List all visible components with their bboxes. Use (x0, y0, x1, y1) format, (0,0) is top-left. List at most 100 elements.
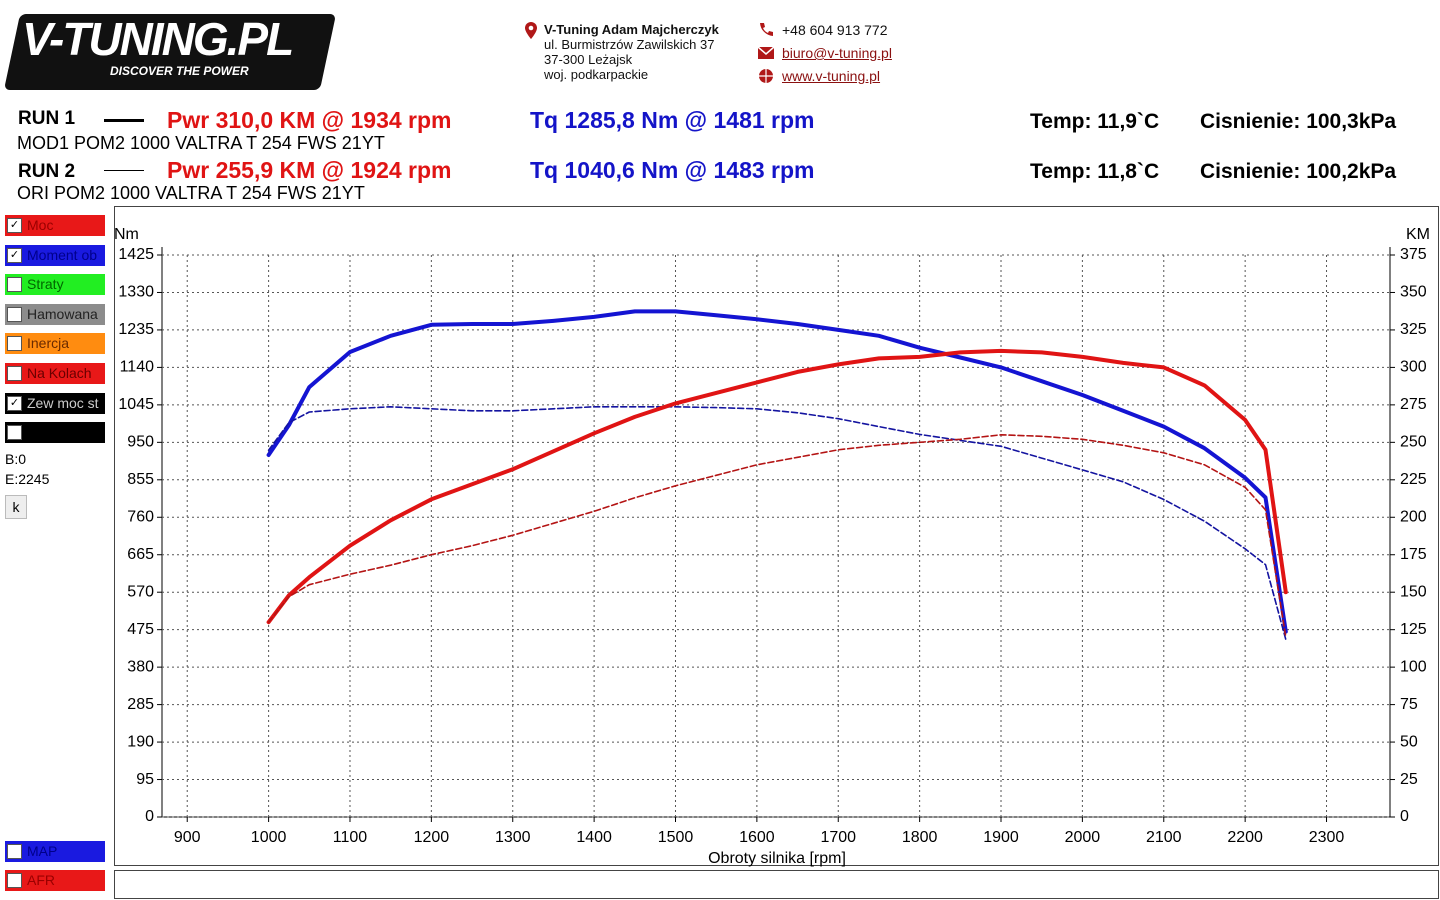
run-label: RUN 1 (18, 108, 76, 129)
series-line (266, 309, 1288, 634)
y2-tick-label: 150 (1400, 583, 1427, 600)
chart-frame (114, 206, 1439, 866)
end-value: E:2245 (5, 471, 50, 487)
series-line (267, 434, 1287, 638)
y-tick-label: 1140 (120, 359, 155, 376)
run-line (104, 170, 144, 171)
run-desc: ORI POM2 1000 VALTRA T 254 FWS 21YT (17, 183, 365, 203)
y2-tick-label: 25 (1400, 771, 1418, 788)
run-power: Pwr 255,9 KM @ 1924 rpm (167, 157, 452, 183)
checkbox[interactable]: ✓ (7, 395, 22, 411)
y-tick-label: 950 (127, 434, 154, 451)
x-tick-label: 1100 (333, 829, 368, 846)
y-tick-label: 855 (127, 471, 154, 488)
checkbox[interactable] (7, 425, 22, 441)
series-toggle[interactable]: Inercja (5, 333, 105, 355)
checkbox[interactable] (7, 306, 22, 322)
phone-icon (760, 23, 773, 36)
y-tick-label: 570 (127, 583, 154, 600)
x-tick-label: 2000 (1065, 829, 1101, 846)
status-bar (114, 870, 1439, 899)
run-torque: Tq 1040,6 Nm @ 1483 rpm (530, 157, 815, 183)
y2-tick-label: 250 (1400, 434, 1427, 451)
y2-tick-label: 300 (1400, 359, 1427, 376)
x-tick-label: 2100 (1146, 829, 1182, 846)
x-tick-label: 1300 (495, 829, 531, 846)
y-tick-label: 0 (145, 808, 154, 825)
series-toggle[interactable]: ✓ Moc (5, 215, 105, 236)
y-tick-label: 760 (127, 508, 154, 525)
run-line (104, 119, 144, 122)
x-tick-label: 1700 (820, 829, 856, 846)
toggle-label: Zew moc st (27, 394, 99, 411)
y-tick-label: 665 (127, 546, 154, 563)
checkbox[interactable]: ✓ (7, 218, 22, 233)
x-tick-label: 2200 (1227, 829, 1263, 846)
series-toggle[interactable]: Straty (5, 274, 105, 296)
checkbox[interactable] (7, 366, 22, 381)
y2-tick-label: 50 (1400, 733, 1418, 750)
x-axis-title: Obroty silnika [rpm] (708, 850, 846, 867)
series-line (266, 348, 1288, 625)
checkbox[interactable]: ✓ (7, 247, 22, 263)
series-line (267, 406, 1287, 641)
mail-icon (757, 46, 775, 59)
x-tick-label: 1800 (902, 829, 938, 846)
checkbox[interactable] (7, 277, 22, 293)
y-tick-label: 95 (136, 771, 154, 788)
toggle-label: AFR (27, 872, 55, 888)
x-tick-label: 1200 (414, 829, 450, 846)
toggle-label: Straty (27, 276, 64, 293)
checkbox[interactable] (7, 336, 22, 352)
y-tick-label: 1330 (118, 284, 154, 301)
k-button[interactable]: k (5, 495, 27, 519)
run-label: RUN 2 (18, 161, 76, 182)
address: ul. Burmistrzów Zawilskich 37 (544, 37, 715, 52)
toggle-label: Hamowana (27, 305, 98, 322)
checkbox[interactable] (7, 873, 22, 888)
toggle-label: MAP (27, 843, 58, 859)
y2-tick-label: 200 (1400, 508, 1427, 525)
y-tick-label: 190 (127, 733, 154, 750)
pin-icon (525, 22, 537, 39)
series-toggle[interactable]: MAP (5, 841, 105, 862)
y-tick-label: 1425 (118, 246, 154, 263)
run-power: Pwr 310,0 KM @ 1934 rpm (167, 107, 452, 133)
run-temp: Temp: 11,8`C (1030, 160, 1160, 183)
checkbox[interactable] (7, 844, 22, 859)
y2-tick-label: 225 (1400, 471, 1427, 488)
y-tick-label: 475 (127, 621, 154, 638)
email[interactable]: biuro@v-tuning.pl (782, 45, 892, 61)
y2-tick-label: 75 (1400, 696, 1418, 713)
address: woj. podkarpackie (544, 67, 649, 82)
toggle-label: Moment ob (27, 246, 98, 263)
x-tick-label: 1000 (251, 829, 287, 846)
series-toggle[interactable]: Hamowana (5, 303, 105, 325)
x-tick-label: 1400 (576, 829, 612, 846)
y-tick-label: 285 (127, 696, 154, 713)
run-pressure: Cisnienie: 100,2kPa (1200, 160, 1397, 183)
phone: +48 604 913 772 (782, 22, 888, 38)
y-tick-label: 1045 (118, 396, 154, 413)
series-toggle[interactable]: ✓ Moment ob (5, 244, 105, 266)
y-tick-label: 1235 (118, 321, 154, 338)
y2-tick-label: 100 (1400, 658, 1427, 675)
x-tick-label: 2300 (1309, 829, 1345, 846)
tagline: DISCOVER THE POWER (110, 64, 249, 78)
web[interactable]: www.v-tuning.pl (782, 68, 881, 84)
run-torque: Tq 1285,8 Nm @ 1481 rpm (530, 107, 815, 133)
y2-tick-label: 125 (1400, 621, 1427, 638)
run-desc: MOD1 POM2 1000 VALTRA T 254 FWS 21YT (17, 133, 385, 153)
x-tick-label: 1500 (658, 829, 694, 846)
series-toggle[interactable] (5, 422, 105, 444)
series-toggle[interactable]: ✓ Zew moc st (5, 392, 105, 414)
y2-tick-label: 325 (1400, 321, 1427, 338)
y-axis-title: Nm (114, 226, 139, 243)
y2-tick-label: 175 (1400, 546, 1427, 563)
series-toggle[interactable]: AFR (5, 870, 105, 891)
address: 37-300 Leżajsk (544, 52, 633, 67)
y2-axis-title: KM (1406, 226, 1430, 243)
series-toggle[interactable]: Na Kolach (5, 363, 105, 384)
